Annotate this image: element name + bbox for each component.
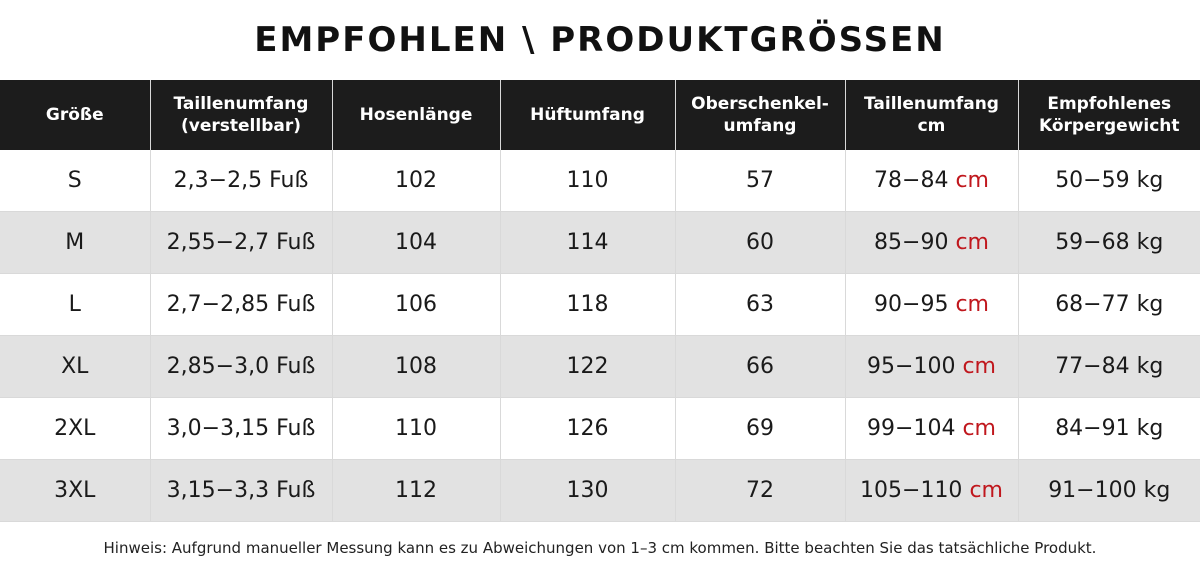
waist-ft-cell: 2,55−2,7 Fuß [150,211,333,274]
table-row: S 2,3−2,5 Fuß 102 110 57 78−84 cm 50−59 kg [0,150,1200,212]
waist-cm-value: 99−104 [867,416,956,441]
waist-ft-cell: 2,7−2,85 Fuß [150,273,333,336]
table-row: L 2,7−2,85 Fuß 106 118 63 90−95 cm 68−77 kg [0,273,1200,336]
waist-cm-value: 90−95 [874,292,949,317]
header-hip-line: Hüftumfang [530,105,645,125]
hip-cell: 114 [500,211,676,274]
header-thigh: Oberschenkel-umfang [675,80,846,150]
weight-cell: 91−100 kg [1018,459,1200,522]
waist-cm-value: 78−84 [874,168,949,193]
header-waist-adjustable-line: (verstellbar) [181,116,301,136]
weight-cell: 77−84 kg [1018,335,1200,398]
size-cell: L [0,273,151,336]
waist-ft-cell: 3,15−3,3 Fuß [150,459,333,522]
header-hip: Hüftumfang [500,80,676,150]
page-title: EMPFOHLEN \ PRODUKTGRÖSSEN [254,20,946,60]
size-cell: 2XL [0,397,151,460]
header-thigh-line: umfang [723,116,797,136]
waist-cm-cell: 99−104 cm [845,397,1019,460]
weight-cell: 50−59 kg [1018,150,1200,212]
thigh-cell: 63 [675,273,846,336]
hip-cell: 126 [500,397,676,460]
header-waist-adjustable-line: Taillenumfang [173,94,309,114]
length-cell: 108 [332,335,501,398]
length-cell: 112 [332,459,501,522]
header-recommended-weight: Empfohlenes Körpergewicht [1018,80,1200,150]
weight-cell: 59−68 kg [1018,211,1200,274]
length-cell: 110 [332,397,501,460]
header-waist-cm-line: Taillenumfang [864,94,999,114]
thigh-cell: 66 [675,335,846,398]
table-row: 2XL 3,0−3,15 Fuß 110 126 69 99−104 cm 84−91 kg [0,397,1200,460]
thigh-cell: 72 [675,459,846,522]
hip-cell: 118 [500,273,676,336]
size-chart-table: Größe Taillenumfang (verstellbar) Hosenläng… [0,80,1200,522]
waist-ft-cell: 3,0−3,15 Fuß [150,397,333,460]
waist-cm-cell: 105−110 cm [845,459,1019,522]
waist-cm-value: 85−90 [874,230,949,255]
waist-cm-unit: cm [962,354,996,379]
waist-cm-value: 95−100 [867,354,956,379]
header-waist-cm: Taillenumfang cm [845,80,1019,150]
waist-cm-unit: cm [969,478,1003,503]
waist-ft-cell: 2,85−3,0 Fuß [150,335,333,398]
waist-cm-unit: cm [962,416,996,441]
thigh-cell: 57 [675,150,846,212]
table-body: S 2,3−2,5 Fuß 102 110 57 78−84 cm 50−59 kg M 2,5… [0,150,1200,522]
length-cell: 102 [332,150,501,212]
size-cell: M [0,211,151,274]
waist-cm-unit: cm [955,230,989,255]
size-cell: XL [0,335,151,398]
waist-cm-cell: 78−84 cm [845,150,1019,212]
waist-cm-value: 105−110 [860,478,963,503]
table-row: 3XL 3,15−3,3 Fuß 112 130 72 105−110 cm 91−100 … [0,459,1200,522]
size-cell: 3XL [0,459,151,522]
waist-cm-unit: cm [955,292,989,317]
header-recommended-weight-line: Empfohlenes [1047,94,1172,114]
table-row: M 2,55−2,7 Fuß 104 114 60 85−90 cm 59−68 kg [0,211,1200,274]
header-row: Größe Taillenumfang (verstellbar) Hosenläng… [0,80,1200,150]
table-row: XL 2,85−3,0 Fuß 108 122 66 95−100 cm 77−84 kg [0,335,1200,398]
header-thigh-line: Oberschenkel- [691,94,829,114]
length-cell: 106 [332,273,501,336]
hip-cell: 122 [500,335,676,398]
waist-cm-unit: cm [955,168,989,193]
header-waist-adjustable: Taillenumfang (verstellbar) [150,80,333,150]
weight-cell: 68−77 kg [1018,273,1200,336]
header-pants-length-line: Hosenlänge [359,105,473,125]
length-cell: 104 [332,211,501,274]
table-header: Größe Taillenumfang (verstellbar) Hosenläng… [0,80,1200,150]
size-cell: S [0,150,151,212]
weight-cell: 84−91 kg [1018,397,1200,460]
hip-cell: 110 [500,150,676,212]
hip-cell: 130 [500,459,676,522]
header-size-line: Größe [45,105,104,125]
waist-cm-cell: 90−95 cm [845,273,1019,336]
footnote: Hinweis: Aufgrund manueller Messung kann… [103,539,1097,557]
thigh-cell: 69 [675,397,846,460]
waist-cm-cell: 95−100 cm [845,335,1019,398]
waist-ft-cell: 2,3−2,5 Fuß [150,150,333,212]
thigh-cell: 60 [675,211,846,274]
header-waist-cm-line: cm [917,116,946,136]
waist-cm-cell: 85−90 cm [845,211,1019,274]
header-pants-length: Hosenlänge [332,80,501,150]
header-recommended-weight-line: Körpergewicht [1038,116,1180,136]
header-size: Größe [0,80,151,150]
